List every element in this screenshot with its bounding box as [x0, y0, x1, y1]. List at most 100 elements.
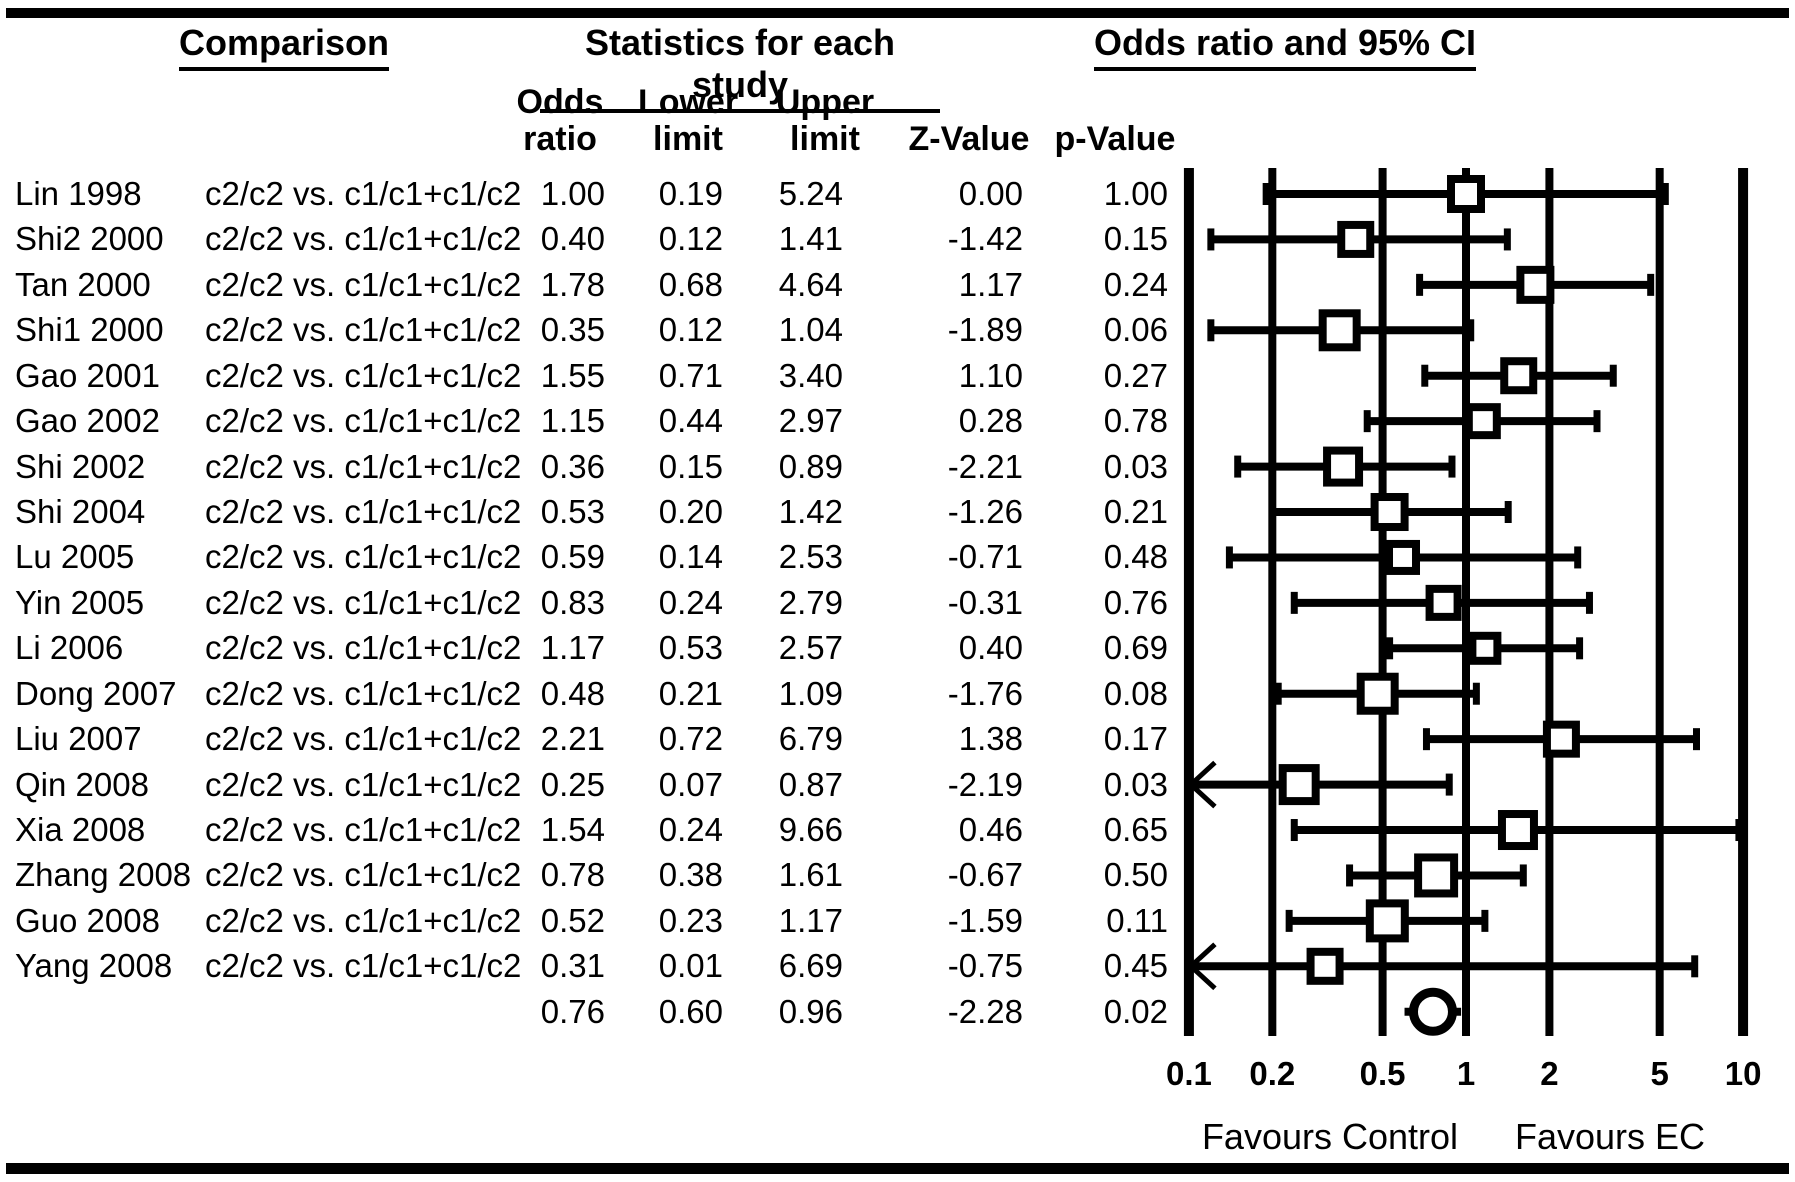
or-square-marker [1318, 309, 1361, 352]
p-value: 0.11 [1106, 901, 1168, 939]
comparison-label: c2/c2 vs. c1/c1+c1/c2 [205, 493, 522, 530]
x-axis-tick-label: 2 [1540, 1055, 1559, 1092]
study-label: Shi2 2000 [15, 220, 164, 258]
z-value: -0.31 [947, 583, 1023, 621]
upper-limit-value: 4.64 [778, 265, 843, 303]
upper-limit-value: 2.79 [778, 583, 843, 621]
or-square-marker [1447, 175, 1485, 213]
z-value: -1.89 [947, 311, 1023, 349]
upper-limit-column-header: Upper limit [775, 83, 875, 158]
upper-limit-value: 1.17 [778, 901, 843, 939]
bottom-rule [6, 1163, 1789, 1174]
lower-limit-column-header: Lower limit [637, 83, 739, 158]
or-square-marker [1385, 539, 1421, 575]
lower-limit-value: 0.15 [658, 447, 723, 485]
comparison-group-header: Comparison [84, 22, 484, 71]
upper-limit-value: 0.89 [778, 447, 843, 485]
odds-ratio-value: 1.78 [540, 265, 605, 303]
p-value: 0.76 [1103, 583, 1168, 621]
lower-limit-value: 0.71 [658, 356, 723, 394]
study-label: Shi 2004 [15, 493, 146, 530]
study-label: Qin 2008 [15, 765, 149, 803]
p-value: 0.08 [1103, 674, 1168, 712]
p-value: 0.24 [1103, 265, 1168, 303]
lower-limit-value: 0.72 [658, 720, 723, 758]
odds-ratio-value: 0.36 [540, 447, 605, 485]
lower-limit-value: 0.19 [658, 175, 723, 212]
upper-limit-value: 5.24 [778, 175, 843, 212]
p-value: 0.15 [1103, 220, 1168, 258]
p-value: 1.00 [1103, 175, 1168, 212]
z-value: -1.76 [947, 674, 1023, 712]
or-square-marker [1306, 947, 1344, 985]
favours-control-label: Favours Control [1201, 1116, 1459, 1157]
odds-ratio-value: 0.59 [540, 538, 605, 576]
lower-limit-value: 0.23 [658, 901, 723, 939]
comparison-label: c2/c2 vs. c1/c1+c1/c2 [205, 265, 522, 303]
study-label: Tan 2000 [15, 265, 151, 303]
lower-limit-value: 0.44 [658, 402, 723, 440]
odds-ratio-value: 0.76 [540, 992, 605, 1030]
study-label: Shi 2002 [15, 447, 146, 485]
comparison-label: c2/c2 vs. c1/c1+c1/c2 [205, 629, 522, 667]
or-square-marker [1425, 584, 1462, 621]
left-arrow-icon [1187, 760, 1217, 809]
p-value: 0.78 [1103, 402, 1168, 440]
z-value: -2.21 [947, 447, 1023, 485]
x-axis-tick-label: 5 [1650, 1055, 1669, 1092]
study-label: Liu 2007 [15, 720, 142, 758]
or-square-marker [1370, 493, 1409, 532]
lower-limit-value: 0.24 [658, 583, 723, 621]
statistics-group-header: Statistics for each study [540, 22, 940, 113]
study-label: Lu 2005 [15, 538, 135, 576]
odds-ratio-column-header: Odds ratio [516, 83, 604, 158]
p-value: 0.17 [1103, 720, 1168, 758]
z-value: -0.67 [947, 856, 1023, 894]
odds-ratio-value: 1.17 [540, 629, 605, 667]
z-value: -1.42 [947, 220, 1023, 258]
lower-limit-value: 0.12 [658, 220, 723, 258]
odds-ratio-value: 0.40 [540, 220, 605, 258]
or-square-marker [1468, 631, 1502, 665]
z-value: -2.28 [947, 992, 1023, 1030]
upper-limit-value: 1.04 [778, 311, 843, 349]
or-square-marker [1337, 220, 1375, 258]
or-square-marker [1323, 446, 1364, 487]
z-value: -1.26 [947, 493, 1023, 530]
p-value: 0.48 [1103, 538, 1168, 576]
p-value: 0.50 [1103, 856, 1168, 894]
p-value: 0.21 [1103, 493, 1168, 530]
study-label: Li 2006 [15, 629, 124, 667]
upper-limit-value: 1.41 [778, 220, 843, 258]
z-value: 0.40 [958, 629, 1023, 667]
z-value: 0.00 [958, 175, 1023, 212]
upper-limit-value: 9.66 [778, 811, 843, 849]
comparison-label: c2/c2 vs. c1/c1+c1/c2 [205, 856, 522, 894]
z-value: 1.38 [958, 720, 1023, 758]
or-square-marker [1516, 265, 1555, 304]
lower-limit-value: 0.68 [658, 265, 723, 303]
study-label: Lin 1998 [15, 175, 142, 212]
p-value: 0.06 [1103, 311, 1168, 349]
p-value: 0.65 [1103, 811, 1168, 849]
upper-limit-value: 1.09 [778, 674, 843, 712]
p-value-column-header: p-Value [1054, 120, 1176, 158]
lower-limit-value: 0.24 [658, 811, 723, 849]
z-value: -0.75 [947, 947, 1023, 985]
z-value: 0.28 [958, 402, 1023, 440]
upper-limit-value: 3.40 [778, 356, 843, 394]
z-value: -1.59 [947, 901, 1023, 939]
or-square-marker [1356, 672, 1399, 715]
upper-limit-value: 1.61 [778, 856, 843, 894]
x-axis-tick-label: 0.1 [1165, 1055, 1212, 1092]
lower-limit-value: 0.53 [658, 629, 723, 667]
or-square-marker [1464, 403, 1501, 440]
odds-ratio-value: 0.48 [540, 674, 605, 712]
lower-limit-value: 0.38 [658, 856, 723, 894]
z-value: 0.46 [958, 811, 1023, 849]
upper-limit-value: 6.79 [778, 720, 843, 758]
lower-limit-value: 0.07 [658, 765, 723, 803]
x-axis-tick-label: 0.5 [1359, 1055, 1406, 1092]
